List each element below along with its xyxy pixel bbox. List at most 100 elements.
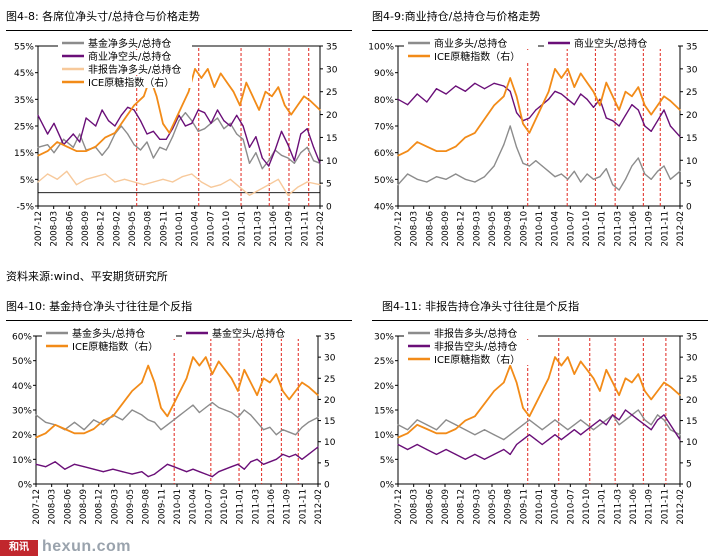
data-point xyxy=(580,360,582,362)
x-tick-label: 2009-03 xyxy=(110,489,120,525)
y-right-tick-label: 15 xyxy=(686,417,697,427)
data-point xyxy=(47,150,49,152)
data-point xyxy=(287,157,289,159)
data-point xyxy=(657,120,659,122)
x-tick-label: 2008-06 xyxy=(65,211,75,247)
data-point xyxy=(397,436,399,439)
x-tick-label: 2011-03 xyxy=(251,489,261,525)
data-point xyxy=(102,420,104,422)
y-left-tick-label: 80% xyxy=(374,96,394,106)
data-point xyxy=(483,88,486,90)
data-point xyxy=(548,98,550,100)
data-point xyxy=(198,411,200,414)
data-point xyxy=(631,381,633,384)
data-point xyxy=(152,130,154,132)
data-point xyxy=(53,152,55,154)
data-point xyxy=(493,82,495,84)
data-point xyxy=(464,136,466,138)
x-tick-label: 2011-09 xyxy=(645,489,655,525)
y-left-tick-label: 0% xyxy=(380,481,395,491)
data-point xyxy=(159,138,161,140)
data-point xyxy=(224,369,226,371)
data-point xyxy=(188,91,190,93)
data-point xyxy=(407,173,409,175)
x-tick-label: 2010-07 xyxy=(566,489,576,525)
data-point xyxy=(143,95,145,97)
y-right-tick-label: 30 xyxy=(686,354,698,364)
data-point xyxy=(274,149,276,151)
data-point xyxy=(191,120,193,122)
data-point xyxy=(198,471,200,473)
y-right-tick-label: 5 xyxy=(686,180,692,190)
data-point xyxy=(650,114,652,116)
data-point xyxy=(541,390,543,392)
data-point xyxy=(548,377,550,379)
y-left-tick-label: 10% xyxy=(12,456,32,466)
x-tick-label: 2011-09 xyxy=(645,211,655,247)
data-point xyxy=(586,424,588,426)
data-point xyxy=(624,377,627,379)
data-point xyxy=(95,176,97,178)
legend-bg xyxy=(404,340,538,352)
data-point xyxy=(637,109,639,111)
x-tick-label: 2012-02 xyxy=(314,489,324,525)
data-point xyxy=(162,123,164,125)
data-point xyxy=(306,146,308,148)
series-line xyxy=(397,68,681,157)
data-point xyxy=(586,173,588,175)
data-point xyxy=(455,453,457,455)
data-point xyxy=(261,157,263,159)
data-point xyxy=(56,178,58,180)
data-point xyxy=(73,421,76,423)
y-left-tick-label: 10% xyxy=(374,431,394,441)
legend-label: 非报告净多头/总持仓 xyxy=(88,63,181,76)
data-point xyxy=(168,132,170,134)
data-point xyxy=(226,82,228,84)
data-point xyxy=(445,448,447,451)
data-point xyxy=(224,468,226,470)
data-point xyxy=(239,104,241,106)
data-point xyxy=(93,419,95,421)
data-point xyxy=(131,409,133,411)
data-point xyxy=(554,176,556,178)
x-tick-label: 2010-01 xyxy=(175,211,185,247)
x-tick-label: 2009-05 xyxy=(128,211,138,247)
data-point xyxy=(288,398,290,400)
data-point xyxy=(586,429,588,431)
data-point xyxy=(580,93,582,95)
x-tick-label: 2008-03 xyxy=(410,211,420,247)
data-point xyxy=(166,415,168,417)
data-point xyxy=(83,429,85,431)
data-point xyxy=(509,125,511,127)
data-point xyxy=(426,448,428,451)
data-point xyxy=(541,165,543,167)
x-tick-label: 2012-02 xyxy=(676,211,686,247)
data-point xyxy=(181,176,183,178)
data-point xyxy=(101,109,103,111)
data-point xyxy=(493,434,495,436)
data-point xyxy=(306,181,308,183)
data-point xyxy=(592,377,595,379)
data-point xyxy=(37,146,39,148)
data-point xyxy=(618,419,620,421)
x-tick-label: 2011-06 xyxy=(269,211,279,247)
data-point xyxy=(618,394,620,396)
data-point xyxy=(435,88,438,90)
data-point xyxy=(516,146,518,148)
legend-bg xyxy=(404,37,538,49)
data-point xyxy=(464,420,466,422)
data-point xyxy=(397,184,399,186)
watermark-text: hexun.com xyxy=(42,538,131,555)
data-point xyxy=(218,406,220,409)
data-point xyxy=(445,178,447,180)
data-point xyxy=(573,86,575,88)
title-rule xyxy=(372,320,708,321)
legend-bg xyxy=(544,37,678,49)
data-point xyxy=(245,82,247,84)
data-point xyxy=(101,154,103,156)
data-point xyxy=(192,468,194,470)
chart-4-8: 55% 45% 35% 25% 15% 5% -5% 35 30 25 20 15 10 5 0 2007-1… xyxy=(14,37,338,247)
data-point xyxy=(47,133,49,135)
y-right-tick-label: 20 xyxy=(686,396,698,406)
data-point xyxy=(295,390,297,392)
